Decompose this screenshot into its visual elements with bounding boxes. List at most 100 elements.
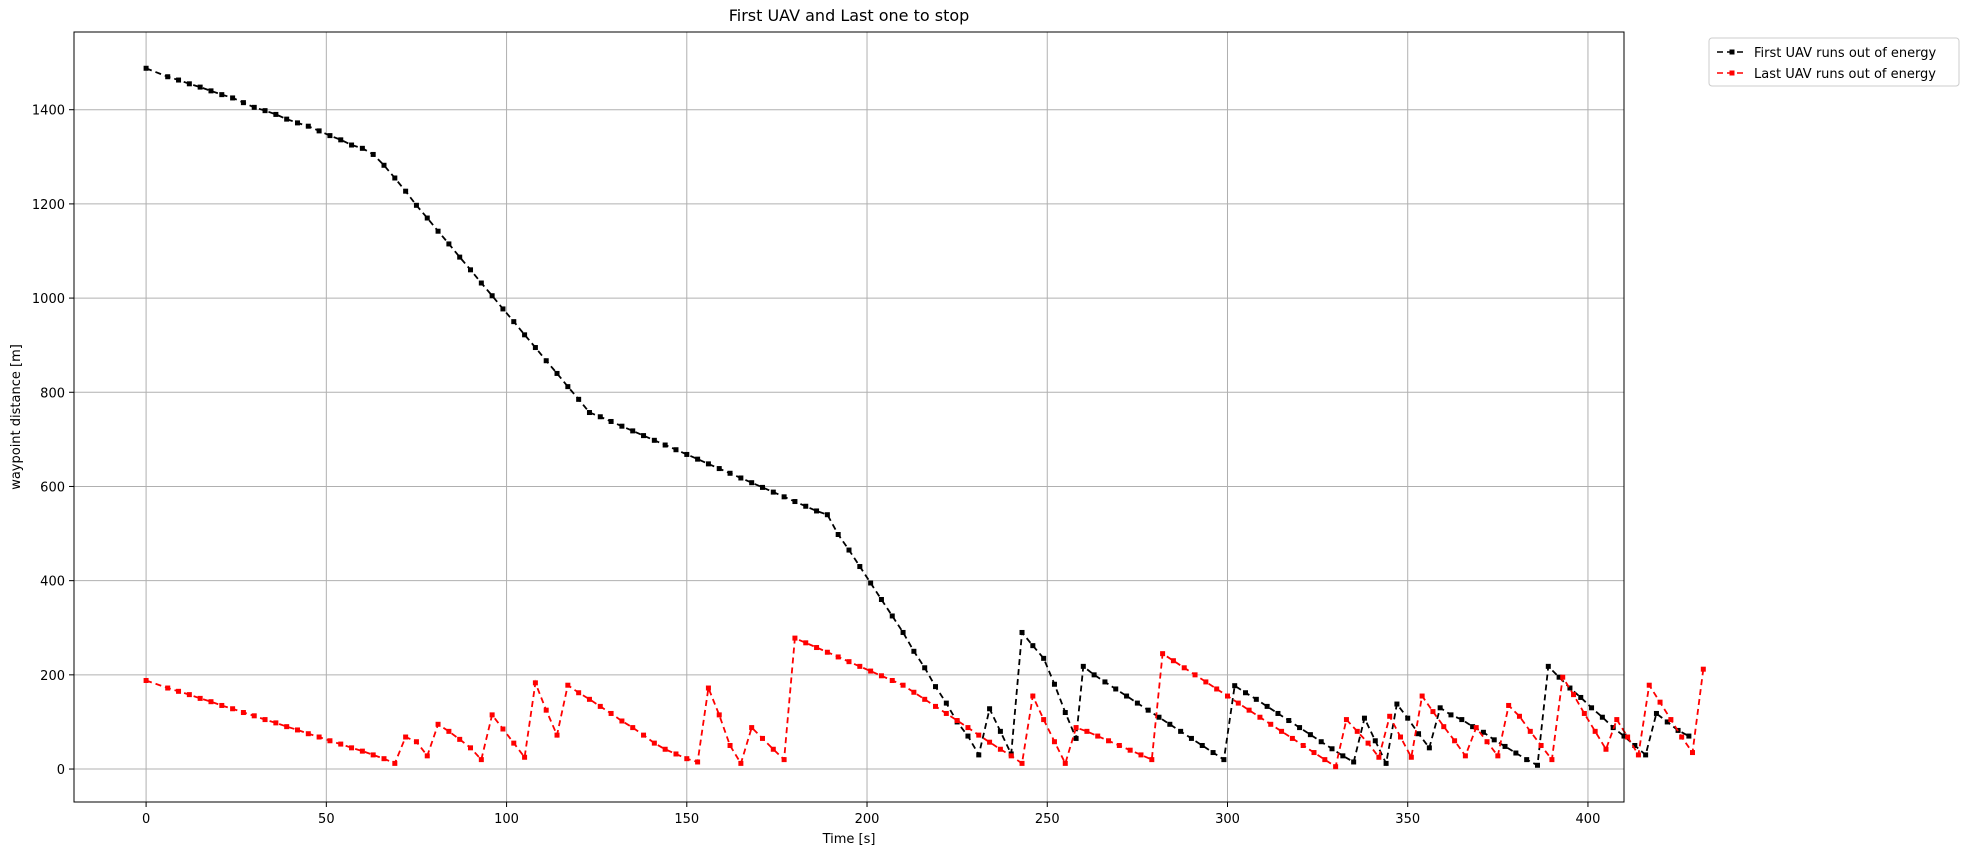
data-point bbox=[1156, 714, 1162, 720]
data-point bbox=[1581, 710, 1587, 716]
data-point bbox=[803, 503, 809, 509]
data-point bbox=[695, 456, 701, 462]
data-point bbox=[716, 712, 722, 718]
data-point bbox=[597, 414, 603, 420]
data-point bbox=[824, 512, 830, 518]
data-point bbox=[933, 703, 939, 709]
data-point bbox=[381, 162, 387, 168]
data-point bbox=[1080, 663, 1086, 669]
data-point bbox=[176, 77, 182, 83]
legend-entry-last-uav: Last UAV runs out of energy bbox=[1717, 67, 1936, 82]
data-point bbox=[727, 742, 733, 748]
data-point bbox=[1394, 701, 1400, 707]
data-point bbox=[489, 712, 495, 718]
data-point bbox=[868, 580, 874, 586]
data-point bbox=[770, 489, 776, 495]
data-point bbox=[1268, 721, 1274, 727]
data-point bbox=[814, 508, 820, 514]
data-point bbox=[857, 564, 863, 570]
data-point bbox=[1416, 731, 1422, 737]
series-layer bbox=[143, 65, 1706, 770]
data-point bbox=[1599, 714, 1605, 720]
data-point bbox=[457, 736, 463, 742]
data-point bbox=[359, 145, 365, 151]
data-point bbox=[835, 532, 841, 538]
data-point bbox=[208, 88, 214, 94]
data-point bbox=[943, 700, 949, 706]
data-point bbox=[1178, 728, 1184, 734]
data-point bbox=[197, 84, 203, 90]
data-point bbox=[954, 718, 960, 724]
data-point bbox=[1452, 738, 1458, 744]
data-point bbox=[1300, 742, 1306, 748]
data-point bbox=[500, 306, 506, 312]
data-point bbox=[619, 423, 625, 429]
data-point bbox=[1516, 713, 1522, 719]
data-point bbox=[651, 437, 657, 443]
data-point bbox=[424, 753, 430, 759]
data-point bbox=[1635, 752, 1641, 758]
data-point bbox=[749, 480, 755, 486]
data-point bbox=[273, 720, 279, 726]
series-1 bbox=[143, 635, 1706, 770]
data-point bbox=[1340, 753, 1346, 759]
data-point bbox=[1473, 725, 1479, 731]
data-point bbox=[565, 384, 571, 390]
data-point bbox=[1372, 738, 1378, 744]
data-point bbox=[1495, 753, 1501, 759]
legend-label-last-uav: Last UAV runs out of energy bbox=[1754, 67, 1936, 82]
data-point bbox=[1459, 717, 1465, 723]
data-point bbox=[543, 358, 549, 364]
data-point bbox=[1592, 728, 1598, 734]
data-point bbox=[1160, 651, 1166, 657]
data-point bbox=[1102, 679, 1108, 685]
data-point bbox=[1419, 693, 1425, 699]
data-point bbox=[1545, 663, 1551, 669]
data-point bbox=[1408, 754, 1414, 760]
y-axis-label: waypoint distance [m] bbox=[9, 344, 24, 490]
data-point bbox=[1188, 735, 1194, 741]
data-point bbox=[1019, 629, 1025, 635]
data-point bbox=[1426, 745, 1432, 751]
x-tick-label: 300 bbox=[1215, 812, 1240, 827]
data-point bbox=[1679, 734, 1685, 740]
data-point bbox=[1405, 715, 1411, 721]
data-point bbox=[1232, 683, 1238, 689]
data-point bbox=[1361, 715, 1367, 721]
data-point bbox=[186, 81, 192, 87]
data-point bbox=[1138, 752, 1144, 758]
data-point bbox=[359, 748, 365, 754]
y-tick-label: 200 bbox=[40, 669, 65, 684]
data-point bbox=[792, 499, 798, 505]
y-tick-label: 600 bbox=[40, 480, 65, 495]
data-point bbox=[1051, 739, 1057, 745]
data-point bbox=[1203, 679, 1209, 685]
data-point bbox=[1073, 725, 1079, 731]
data-point bbox=[1333, 764, 1339, 770]
data-point bbox=[1297, 725, 1303, 731]
data-point bbox=[641, 433, 647, 439]
data-point bbox=[1571, 692, 1577, 698]
data-point bbox=[943, 710, 949, 716]
data-point bbox=[327, 738, 333, 744]
data-point bbox=[781, 757, 787, 763]
data-point bbox=[738, 760, 744, 766]
data-point bbox=[1199, 742, 1205, 748]
data-point bbox=[262, 108, 268, 114]
data-point bbox=[511, 319, 517, 325]
data-point bbox=[284, 724, 290, 730]
data-point bbox=[403, 734, 409, 740]
data-point bbox=[565, 682, 571, 688]
x-tick-label: 250 bbox=[1035, 812, 1060, 827]
data-point bbox=[316, 128, 322, 134]
data-point bbox=[1073, 735, 1079, 741]
data-point bbox=[1257, 714, 1263, 720]
data-point bbox=[1646, 682, 1652, 688]
data-point bbox=[781, 494, 787, 500]
data-point bbox=[143, 677, 149, 683]
data-point bbox=[446, 728, 452, 734]
data-point bbox=[392, 175, 398, 181]
data-point bbox=[1578, 694, 1584, 700]
data-point bbox=[1398, 734, 1404, 740]
data-point bbox=[489, 293, 495, 299]
